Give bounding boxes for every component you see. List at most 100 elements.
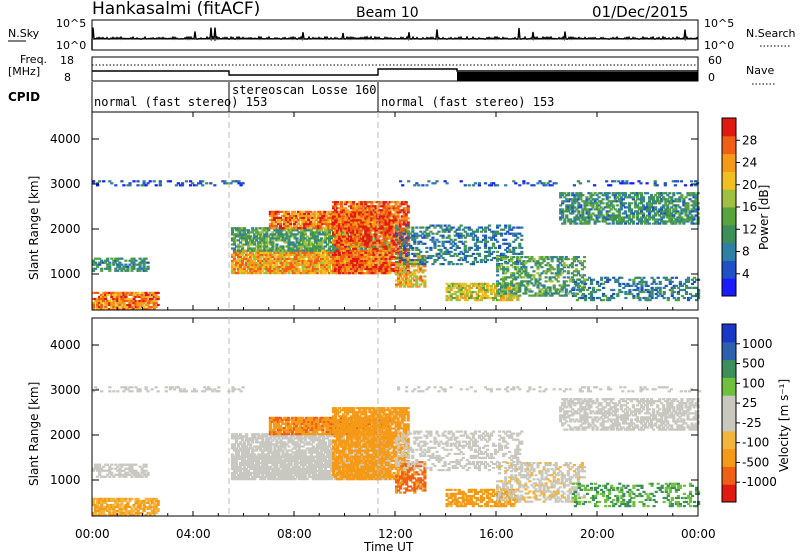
backscatter-cell bbox=[617, 222, 621, 225]
backscatter-cell bbox=[449, 254, 453, 258]
backscatter-cell bbox=[372, 247, 376, 250]
backscatter-cell bbox=[331, 255, 336, 258]
backscatter-cell bbox=[635, 206, 640, 209]
backscatter-cell bbox=[152, 303, 156, 307]
backscatter-cell bbox=[132, 261, 136, 264]
backscatter-cell bbox=[305, 263, 309, 267]
backscatter-cell bbox=[245, 265, 249, 269]
backscatter-cell bbox=[106, 267, 110, 270]
backscatter-cell bbox=[307, 269, 311, 273]
backscatter-cell bbox=[479, 260, 483, 264]
backscatter-cell bbox=[415, 281, 419, 284]
backscatter-cell bbox=[112, 301, 116, 305]
backscatter-cell bbox=[396, 207, 400, 210]
backscatter-cell bbox=[449, 288, 453, 292]
backscatter-cell bbox=[576, 286, 580, 289]
backscatter-cell bbox=[255, 235, 259, 238]
backscatter-cell bbox=[646, 220, 650, 223]
backscatter-cell bbox=[236, 263, 241, 267]
backscatter-cell bbox=[360, 201, 364, 204]
backscatter-cell bbox=[352, 261, 356, 265]
backscatter-cell bbox=[415, 285, 419, 288]
backscatter-cell bbox=[142, 267, 146, 270]
backscatter-cell bbox=[295, 224, 299, 228]
backscatter-cell bbox=[146, 299, 150, 303]
backscatter-cell bbox=[439, 263, 443, 266]
backscatter-cell bbox=[315, 231, 319, 234]
backscatter-cell bbox=[356, 263, 360, 267]
backscatter-cell bbox=[271, 235, 275, 238]
backscatter-cell bbox=[261, 237, 265, 240]
backscatter-cell bbox=[409, 283, 413, 286]
backscatter-cell bbox=[483, 288, 488, 292]
backscatter-cell bbox=[542, 292, 546, 295]
freq-tick-top: 18 bbox=[60, 54, 74, 67]
backscatter-cell bbox=[376, 247, 380, 250]
backscatter-cell bbox=[259, 233, 263, 236]
backscatter-cell bbox=[394, 201, 398, 204]
backscatter-cell bbox=[607, 218, 611, 221]
backscatter-cell bbox=[405, 244, 409, 247]
backscatter-cell bbox=[396, 221, 400, 224]
backscatter-cell bbox=[303, 259, 307, 262]
backscatter-cell bbox=[352, 245, 356, 248]
backscatter-cell bbox=[265, 269, 269, 273]
backscatter-cell bbox=[593, 214, 597, 217]
backscatter-cell bbox=[257, 272, 261, 275]
backscatter-cell bbox=[110, 291, 114, 294]
backscatter-cell bbox=[457, 236, 461, 239]
backscatter-cell bbox=[374, 251, 378, 254]
backscatter-cell bbox=[561, 208, 565, 211]
backscatter-cell bbox=[319, 237, 323, 240]
backscatter-cell bbox=[247, 241, 251, 244]
backscatter-cell bbox=[347, 224, 351, 228]
backscatter-cell bbox=[283, 259, 287, 262]
backscatter-cell bbox=[362, 219, 366, 222]
backscatter-cell bbox=[275, 272, 279, 275]
backscatter-cell bbox=[309, 210, 313, 213]
backscatter-cell bbox=[382, 247, 386, 250]
backscatter-cell bbox=[520, 252, 524, 255]
backscatter-cell bbox=[366, 259, 370, 262]
backscatter-cell bbox=[354, 213, 358, 216]
backscatter-cell bbox=[378, 235, 382, 238]
backscatter-cell bbox=[354, 257, 358, 260]
backscatter-cell bbox=[582, 280, 587, 283]
backscatter-cell bbox=[342, 259, 346, 262]
backscatter-cell bbox=[98, 263, 102, 266]
backscatter-cell bbox=[313, 241, 317, 244]
backscatter-cell bbox=[307, 261, 311, 265]
backscatter-cell bbox=[565, 206, 569, 209]
backscatter-cell bbox=[498, 254, 502, 258]
backscatter-cell bbox=[305, 265, 309, 269]
backscatter-cell bbox=[323, 272, 327, 275]
backscatter-cell bbox=[451, 284, 455, 287]
backscatter-cell bbox=[609, 218, 613, 221]
backscatter-cell bbox=[479, 282, 483, 285]
backscatter-cell bbox=[371, 220, 375, 224]
backscatter-cell bbox=[526, 284, 530, 287]
backscatter-cell bbox=[489, 288, 494, 292]
backscatter-cell bbox=[485, 250, 490, 253]
backscatter-cell bbox=[272, 212, 276, 215]
noise-trace bbox=[91, 27, 699, 50]
backscatter-cell bbox=[311, 272, 315, 275]
backscatter-cell bbox=[483, 238, 488, 241]
backscatter-cell bbox=[239, 253, 243, 256]
backscatter-cell bbox=[423, 258, 427, 262]
backscatter-cell bbox=[404, 219, 408, 222]
backscatter-cell bbox=[234, 245, 239, 248]
backscatter-cell bbox=[394, 251, 398, 254]
backscatter-cell bbox=[315, 239, 319, 242]
backscatter-cell bbox=[319, 220, 323, 224]
backscatter-cell bbox=[342, 272, 346, 275]
backscatter-cell bbox=[579, 198, 583, 201]
backscatter-cell bbox=[319, 233, 323, 236]
backscatter-cell bbox=[382, 205, 386, 208]
backscatter-cell bbox=[510, 296, 514, 300]
backscatter-cell bbox=[257, 253, 261, 256]
backscatter-cell bbox=[269, 265, 273, 269]
backscatter-cell bbox=[520, 238, 524, 241]
backscatter-cell bbox=[321, 269, 325, 273]
backscatter-cell bbox=[619, 200, 623, 203]
